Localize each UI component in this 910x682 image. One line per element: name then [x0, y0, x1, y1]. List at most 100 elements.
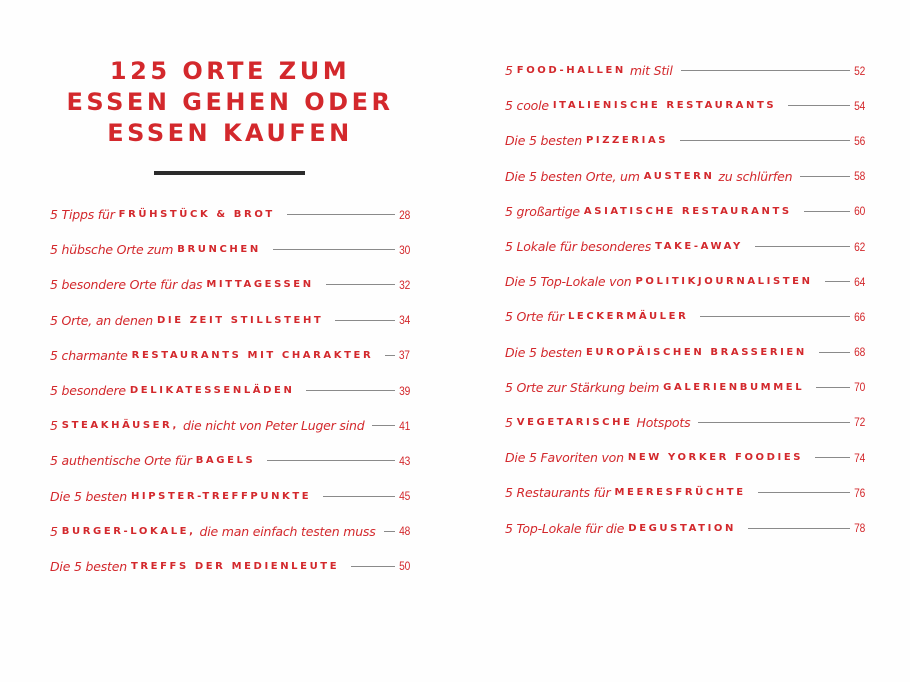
- entry-topic: VEGETARISCHE: [516, 416, 633, 428]
- toc-entry[interactable]: 5 Orte für LECKERMÄULER 66: [505, 299, 865, 334]
- entry-suffix: mit Stil: [629, 63, 673, 79]
- toc-entry[interactable]: 5 Orte, an denen DIE ZEIT STILLSTEHT 34: [50, 303, 410, 338]
- entry-topic: DELIKATESSENLÄDEN: [129, 385, 295, 397]
- page-number: 28: [399, 207, 410, 222]
- entry-prefix: 5: [505, 63, 513, 79]
- entry-suffix: die nicht von Peter Luger sind: [182, 418, 365, 434]
- toc-entry[interactable]: 5 Restaurants für MEERESFRÜCHTE 76: [505, 475, 865, 510]
- leader-line: [372, 425, 395, 427]
- toc-entry[interactable]: 5 charmante RESTAURANTS MIT CHARAKTER 37: [50, 338, 410, 373]
- leader-line: [325, 284, 395, 286]
- entry-topic: BURGER-LOKALE,: [61, 525, 196, 537]
- leader-line: [700, 316, 850, 318]
- entry-prefix: Die 5 besten: [50, 488, 127, 504]
- entry-topic: DIE ZEIT STILLSTEHT: [156, 314, 324, 326]
- entry-topic: TREFFS DER MEDIENLEUTE: [130, 560, 340, 572]
- toc-entry[interactable]: Die 5 besten Orte, um AUSTERN zu schlürfen…: [505, 159, 865, 194]
- title-divider: [154, 171, 305, 175]
- toc-entry[interactable]: Die 5 besten PIZZERIAS 56: [505, 123, 865, 158]
- entry-topic: AUSTERN: [643, 170, 715, 182]
- section-title: 125 ORTE ZUM ESSEN GEHEN ODER ESSEN KAUF…: [60, 56, 400, 149]
- entry-topic: TAKE-AWAY: [655, 241, 743, 253]
- entry-prefix: 5 großartige: [505, 203, 580, 219]
- entry-prefix: 5: [505, 414, 513, 430]
- toc-entry[interactable]: Die 5 Favoriten von NEW YORKER FOODIES 74: [505, 440, 865, 475]
- toc-entry[interactable]: 5 besondere DELIKATESSENLÄDEN 39: [50, 373, 410, 408]
- leader-line: [754, 246, 850, 248]
- toc-entry[interactable]: Die 5 besten EUROPÄISCHEN BRASSERIEN 68: [505, 335, 865, 370]
- toc-entry[interactable]: 5 großartige ASIATISCHE RESTAURANTS 60: [505, 194, 865, 229]
- toc-entry[interactable]: 5 STEAKHÄUSER, die nicht von Peter Luger s…: [50, 408, 410, 443]
- page-number: 45: [399, 489, 410, 504]
- entry-prefix: Die 5 besten: [50, 558, 127, 574]
- entry-prefix: 5 coole: [505, 98, 549, 114]
- toc-entry[interactable]: Die 5 Top-Lokale von POLITIKJOURNALISTEN 6…: [505, 264, 865, 299]
- page-number: 30: [399, 242, 410, 257]
- page-number: 66: [854, 309, 865, 324]
- toc-entry[interactable]: Die 5 besten TREFFS DER MEDIENLEUTE 50: [50, 549, 410, 584]
- toc-entry[interactable]: 5 BURGER-LOKALE, die man einfach testen mu…: [50, 514, 410, 549]
- page-number: 76: [854, 485, 865, 500]
- toc-entry[interactable]: 5 Tipps für FRÜHSTÜCK & BROT 28: [50, 197, 410, 232]
- entry-prefix: 5 hübsche Orte zum: [50, 242, 174, 258]
- entry-topic: MITTAGESSEN: [206, 279, 314, 291]
- toc-entry[interactable]: 5 VEGETARISCHE Hotspots 72: [505, 405, 865, 440]
- entry-prefix: 5: [50, 418, 58, 434]
- entry-prefix: 5 Tipps für: [50, 207, 115, 223]
- page-number: 43: [399, 453, 410, 468]
- toc-entry[interactable]: 5 Orte zur Stärkung beim GALERIENBUMMEL 70: [505, 370, 865, 405]
- entry-prefix: 5 Orte zur Stärkung beim: [505, 379, 660, 395]
- entry-topic: RESTAURANTS MIT CHARAKTER: [131, 349, 374, 361]
- leader-line: [385, 354, 396, 356]
- leader-line: [818, 351, 850, 353]
- leader-line: [323, 495, 395, 497]
- page-number: 37: [399, 348, 410, 363]
- entry-topic: MEERESFRÜCHTE: [614, 487, 746, 499]
- toc-entry[interactable]: 5 authentische Orte für BAGELS 43: [50, 443, 410, 478]
- page-number: 48: [399, 524, 410, 539]
- entry-topic: EUROPÄISCHEN BRASSERIEN: [585, 346, 807, 358]
- entry-prefix: Die 5 Top-Lokale von: [505, 274, 632, 290]
- title-line: 125 ORTE ZUM: [109, 57, 351, 85]
- entry-topic: FRÜHSTÜCK & BROT: [118, 209, 275, 221]
- page-number: 34: [399, 313, 410, 328]
- entry-prefix: 5 Orte, an denen: [50, 312, 153, 328]
- page-number: 74: [854, 450, 865, 465]
- toc-entry[interactable]: 5 Top-Lokale für die DEGUSTATION 78: [505, 510, 865, 545]
- toc-entry[interactable]: 5 Lokale für besonderes TAKE-AWAY 62: [505, 229, 865, 264]
- entry-topic: DEGUSTATION: [628, 522, 736, 534]
- entry-prefix: 5 Top-Lokale für die: [505, 520, 625, 536]
- page-number: 62: [854, 239, 865, 254]
- entry-topic: LECKERMÄULER: [567, 311, 689, 323]
- page-number: 58: [854, 169, 865, 184]
- toc-entry[interactable]: 5 FOOD-HALLEN mit Stil 52: [505, 53, 865, 88]
- title-line: ESSEN GEHEN ODER: [66, 88, 394, 116]
- leader-line: [335, 319, 395, 321]
- leader-line: [803, 210, 850, 212]
- leader-line: [272, 249, 395, 251]
- leader-line: [306, 390, 395, 392]
- toc-entry[interactable]: 5 hübsche Orte zum BRUNCHEN 30: [50, 232, 410, 267]
- toc-entry[interactable]: 5 coole ITALIENISCHE RESTAURANTS 54: [505, 88, 865, 123]
- page-number: 70: [854, 380, 865, 395]
- toc-entry[interactable]: 5 besondere Orte für das MITTAGESSEN 32: [50, 267, 410, 302]
- entry-prefix: 5 charmante: [50, 347, 128, 363]
- page-number: 60: [854, 204, 865, 219]
- leader-line: [383, 530, 395, 532]
- entry-suffix: Hotspots: [636, 414, 691, 430]
- title-line: ESSEN KAUFEN: [107, 119, 353, 147]
- entry-topic: GALERIENBUMMEL: [663, 381, 805, 393]
- entry-prefix: 5 Orte für: [505, 309, 564, 325]
- page-number: 72: [854, 415, 865, 430]
- toc-entry[interactable]: Die 5 besten HIPSTER-TREFFPUNKTE 45: [50, 479, 410, 514]
- page-number: 56: [854, 133, 865, 148]
- entry-prefix: 5 besondere: [50, 383, 126, 399]
- entry-topic: HIPSTER-TREFFPUNKTE: [130, 490, 312, 502]
- page-number: 32: [399, 277, 410, 292]
- toc-right-column: 5 FOOD-HALLEN mit Stil 52 5 coole ITALIENISCH…: [505, 53, 865, 546]
- entry-prefix: 5 authentische Orte für: [50, 453, 192, 469]
- entry-prefix: 5 Restaurants für: [505, 485, 611, 501]
- leader-line: [286, 214, 395, 216]
- entry-prefix: Die 5 besten: [505, 344, 582, 360]
- entry-suffix: die man einfach testen muss: [199, 523, 376, 539]
